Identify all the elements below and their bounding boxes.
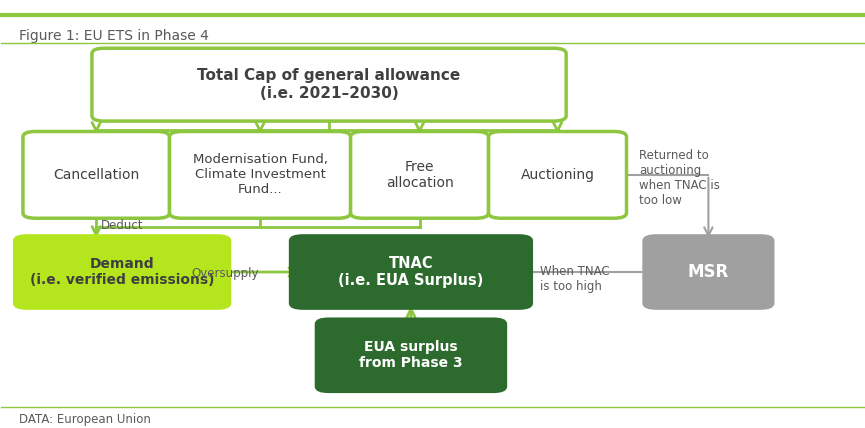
FancyBboxPatch shape — [291, 235, 532, 309]
Text: Auctioning: Auctioning — [521, 168, 594, 182]
Text: Total Cap of general allowance
(i.e. 2021–2030): Total Cap of general allowance (i.e. 202… — [197, 68, 461, 101]
Text: EUA surplus
from Phase 3: EUA surplus from Phase 3 — [359, 340, 463, 370]
FancyBboxPatch shape — [489, 131, 626, 218]
Text: Demand
(i.e. verified emissions): Demand (i.e. verified emissions) — [30, 257, 215, 287]
Text: When TNAC
is too high: When TNAC is too high — [541, 265, 610, 293]
Text: TNAC
(i.e. EUA Surplus): TNAC (i.e. EUA Surplus) — [338, 256, 484, 288]
Text: Modernisation Fund,
Climate Investment
Fund...: Modernisation Fund, Climate Investment F… — [193, 153, 328, 196]
FancyBboxPatch shape — [170, 131, 350, 218]
Text: DATA: European Union: DATA: European Union — [19, 413, 151, 425]
FancyBboxPatch shape — [316, 319, 506, 392]
FancyBboxPatch shape — [15, 235, 230, 309]
Text: Cancellation: Cancellation — [53, 168, 139, 182]
FancyBboxPatch shape — [23, 131, 170, 218]
Text: Returned to
auctioning
when TNAC is
too low: Returned to auctioning when TNAC is too … — [639, 149, 721, 207]
FancyBboxPatch shape — [644, 235, 773, 309]
Text: Free
allocation: Free allocation — [386, 160, 453, 190]
Text: Deduct: Deduct — [100, 219, 143, 232]
Text: Oversupply: Oversupply — [192, 267, 260, 280]
FancyBboxPatch shape — [92, 48, 567, 121]
FancyBboxPatch shape — [350, 131, 489, 218]
Text: Figure 1: EU ETS in Phase 4: Figure 1: EU ETS in Phase 4 — [19, 29, 208, 43]
Text: MSR: MSR — [688, 263, 729, 281]
